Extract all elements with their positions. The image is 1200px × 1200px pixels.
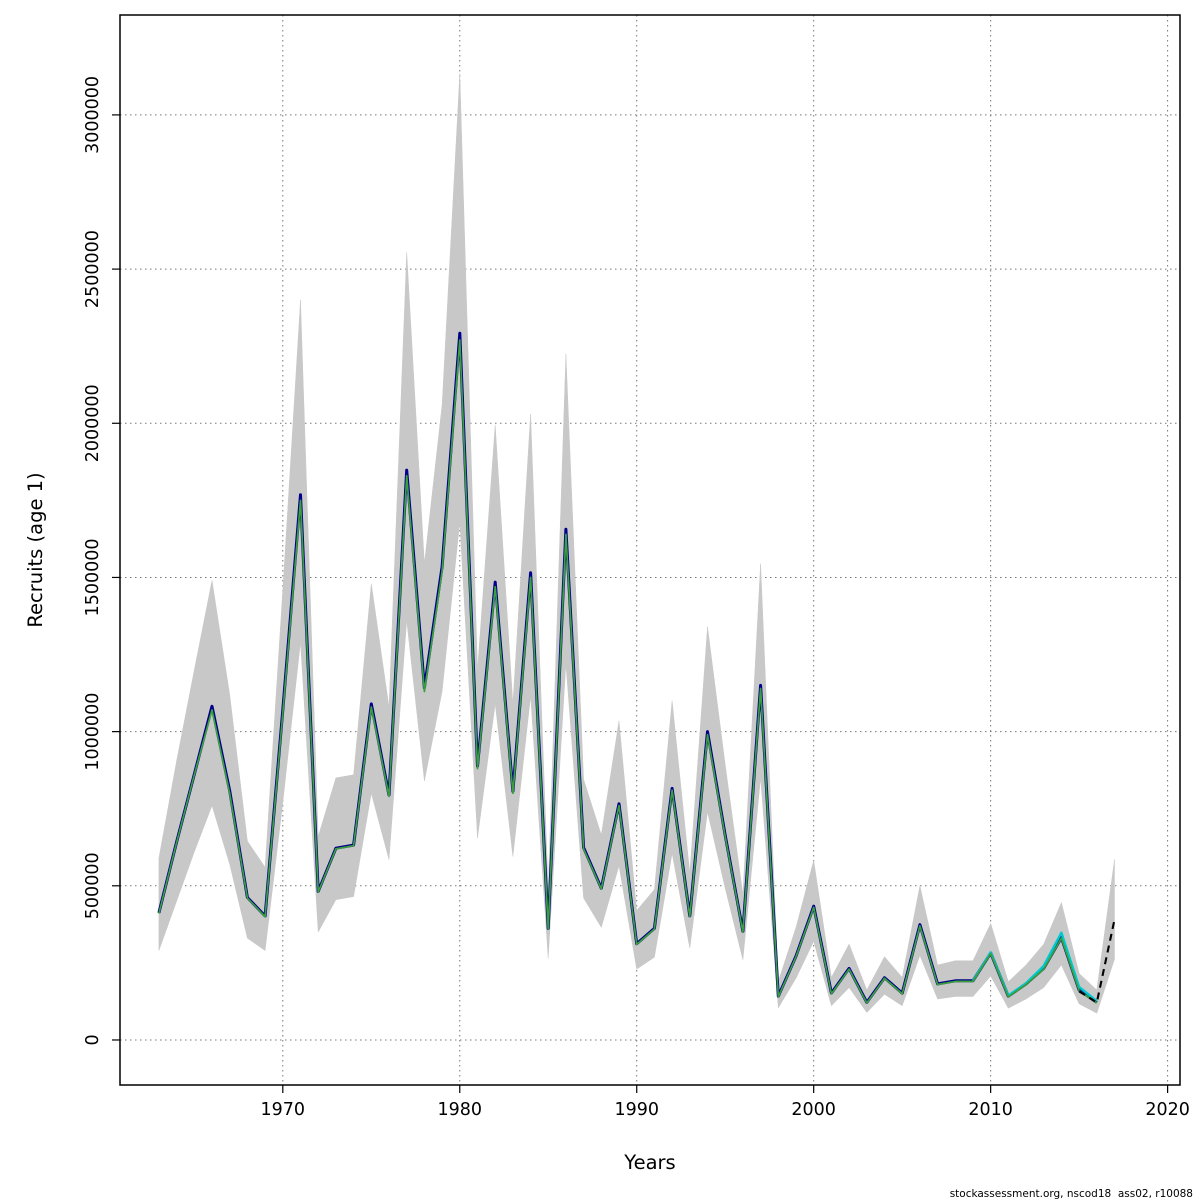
x-axis-title: Years [623, 1151, 675, 1174]
x-tick-label: 1990 [614, 1100, 659, 1120]
series-forecast-black-dashed [1078, 919, 1116, 1004]
y-tick-label: 500000 [83, 852, 103, 919]
y-tick-label: 2500000 [83, 230, 103, 308]
y-tick-label: 2000000 [83, 384, 103, 462]
y-tick-label: 3000000 [83, 76, 103, 154]
series-fit-green [158, 339, 1098, 1004]
y-tick-label: 1500000 [83, 538, 103, 616]
x-tick-label: 1970 [261, 1100, 306, 1120]
y-tick-label: 1000000 [83, 693, 103, 771]
x-tick-label: 2000 [791, 1100, 836, 1120]
x-tick-label: 2010 [968, 1100, 1013, 1120]
confidence-band [158, 73, 1115, 1014]
y-axis-title: Recruits (age 1) [24, 472, 47, 627]
watermark-text: stockassessment.org, nscod18 ass02, r100… [950, 1188, 1193, 1200]
chart-layer: 1970 1980 1990 2000 2010 2020 0 500000 1000000 15… [83, 14, 1190, 1120]
plot-frame [119, 14, 1181, 1086]
x-tick-label: 2020 [1145, 1100, 1190, 1120]
y-tick-label: 0 [83, 1034, 103, 1045]
x-tick-label: 1980 [437, 1100, 482, 1120]
